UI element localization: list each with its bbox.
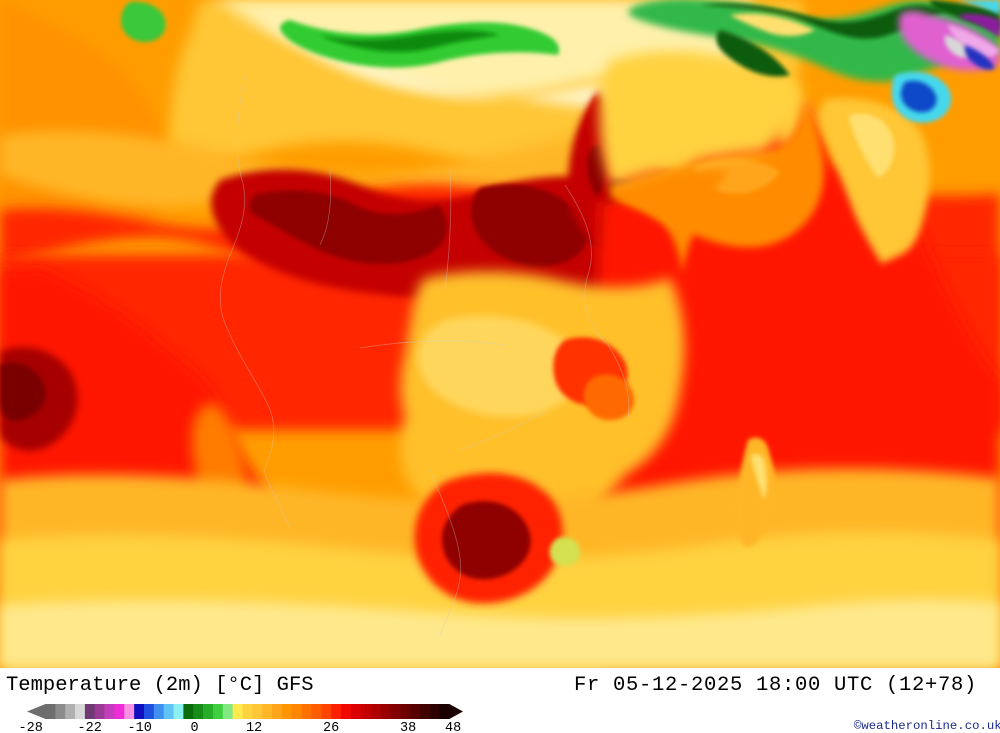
svg-text:-10: -10	[128, 721, 152, 733]
svg-text:©weatheronline.co.uk: ©weatheronline.co.uk	[854, 719, 1000, 733]
svg-text:38: 38	[400, 721, 416, 733]
svg-text:-22: -22	[78, 721, 102, 733]
svg-text:48: 48	[445, 721, 461, 733]
svg-text:Fr 05-12-2025 18:00 UTC (12+78: Fr 05-12-2025 18:00 UTC (12+78)	[574, 674, 977, 697]
svg-text:26: 26	[323, 721, 339, 733]
svg-text:12: 12	[246, 721, 262, 733]
svg-text:-28: -28	[19, 721, 43, 733]
svg-text:Temperature (2m) [°C] GFS: Temperature (2m) [°C] GFS	[6, 674, 314, 697]
svg-text:0: 0	[191, 721, 199, 733]
